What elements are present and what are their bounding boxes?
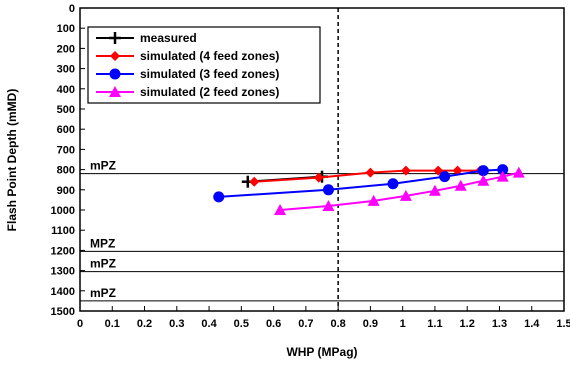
- legend-entry: simulated (3 feed zones): [96, 67, 279, 81]
- y-tick-label: 200: [57, 43, 75, 55]
- data-point: [249, 176, 260, 187]
- data-point: [512, 166, 525, 178]
- zone-label: mPZ: [90, 286, 116, 300]
- zone-lines: mPZ MPZ mPZ mPZ: [80, 159, 564, 302]
- x-tick-label: 0.4: [201, 318, 217, 330]
- y-tick-label: 1000: [51, 205, 75, 217]
- zone-label: MPZ: [90, 236, 115, 250]
- legend-entry: simulated (4 feed zones): [96, 49, 279, 63]
- x-tick-label: 0.1: [105, 318, 120, 330]
- legend-label: simulated (3 feed zones): [140, 67, 279, 81]
- legend-box: [87, 26, 321, 104]
- legend-entry: simulated (2 feed zones): [96, 85, 279, 99]
- legend-marker: [109, 86, 121, 97]
- y-tick-label: 0: [69, 3, 75, 15]
- legend-entry: measured: [96, 31, 197, 45]
- data-point: [439, 171, 451, 183]
- x-tick-label: 0.8: [330, 318, 345, 330]
- y-tick-label: 600: [57, 124, 75, 136]
- data-point: [387, 178, 399, 190]
- series-layer: [213, 164, 525, 215]
- legend-marker: [109, 68, 121, 80]
- data-point: [477, 165, 489, 177]
- y-tick-label: 1100: [51, 225, 75, 237]
- legend-label: simulated (2 feed zones): [140, 85, 279, 99]
- legend: measured simulated (4 feed zones) simulate…: [87, 26, 321, 104]
- y-tick-label: 1200: [51, 245, 75, 257]
- y-tick-label: 300: [57, 64, 75, 76]
- series-4: [274, 166, 525, 215]
- data-point: [274, 204, 287, 215]
- data-point: [322, 184, 334, 196]
- legend-label: measured: [140, 31, 197, 45]
- x-tick-label: 0.6: [266, 318, 281, 330]
- x-tick-label: 0.9: [363, 318, 378, 330]
- legend-marker: [109, 32, 121, 44]
- zone-label: mPZ: [90, 257, 116, 271]
- axis-ticks: 0 0.1 0.2 0.3 0.4 0.5 0.6 0.7 0.8 0.9 1 1.1 1.2 1.3 1.…: [51, 3, 570, 330]
- y-tick-label: 100: [57, 23, 75, 35]
- x-tick-label: 0.2: [137, 318, 152, 330]
- x-tick-label: 0.7: [298, 318, 313, 330]
- data-point: [213, 191, 225, 203]
- x-tick-label: 1.3: [492, 318, 507, 330]
- x-axis-title: WHP (MPag): [286, 345, 357, 359]
- x-tick-label: 1.5: [556, 318, 570, 330]
- y-tick-label: 700: [57, 144, 75, 156]
- x-tick-label: 1.1: [427, 318, 442, 330]
- series-3: [213, 164, 509, 203]
- x-tick-label: 0.3: [169, 318, 184, 330]
- data-point: [497, 164, 509, 176]
- x-tick-label: 0: [77, 318, 83, 330]
- legend-marker: [110, 51, 120, 61]
- y-tick-label: 900: [57, 185, 75, 197]
- legend-label: simulated (4 feed zones): [140, 49, 279, 63]
- y-tick-label: 1300: [51, 266, 75, 278]
- x-tick-label: 1: [400, 318, 406, 330]
- x-tick-label: 1.4: [524, 318, 540, 330]
- y-tick-label: 400: [57, 84, 75, 96]
- data-point: [452, 165, 463, 176]
- data-point: [313, 172, 324, 183]
- data-point: [477, 174, 490, 186]
- data-point: [365, 167, 376, 178]
- data-point: [454, 179, 467, 191]
- data-point: [322, 199, 335, 211]
- x-tick-label: 0.5: [234, 318, 249, 330]
- y-tick-label: 1400: [51, 286, 75, 298]
- data-point: [400, 165, 411, 176]
- y-axis-title: Flash Point Depth (mMD): [5, 89, 19, 232]
- zone-label: mPZ: [90, 159, 116, 173]
- data-point: [496, 170, 509, 182]
- x-tick-label: 1.2: [460, 318, 475, 330]
- data-point: [367, 194, 380, 206]
- data-point: [399, 189, 412, 201]
- y-tick-label: 500: [57, 104, 75, 116]
- y-tick-label: 800: [57, 165, 75, 177]
- data-point: [428, 184, 441, 196]
- y-tick-label: 1500: [51, 306, 75, 318]
- plot-frame: [79, 7, 565, 312]
